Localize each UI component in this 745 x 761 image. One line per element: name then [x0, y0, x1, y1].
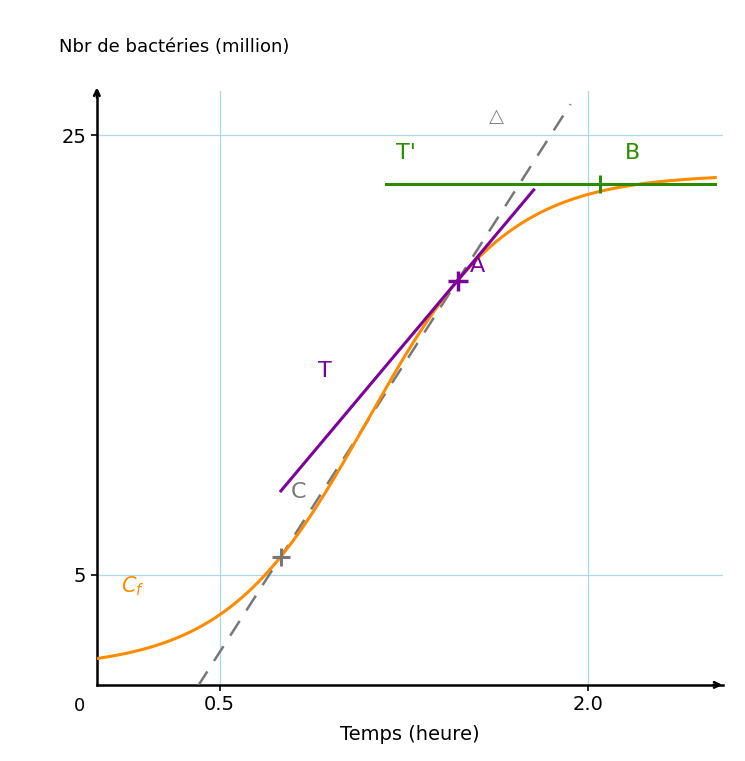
Text: B: B	[624, 144, 640, 164]
Text: 0: 0	[74, 697, 85, 715]
Text: $C_f$: $C_f$	[121, 575, 145, 598]
Text: C: C	[291, 482, 306, 502]
Text: Nbr de bactéries (million): Nbr de bactéries (million)	[60, 38, 290, 56]
X-axis label: Temps (heure): Temps (heure)	[340, 725, 480, 744]
Text: A: A	[470, 256, 485, 275]
Text: T': T'	[396, 144, 416, 164]
Text: △: △	[489, 107, 504, 126]
Text: T: T	[317, 361, 332, 381]
